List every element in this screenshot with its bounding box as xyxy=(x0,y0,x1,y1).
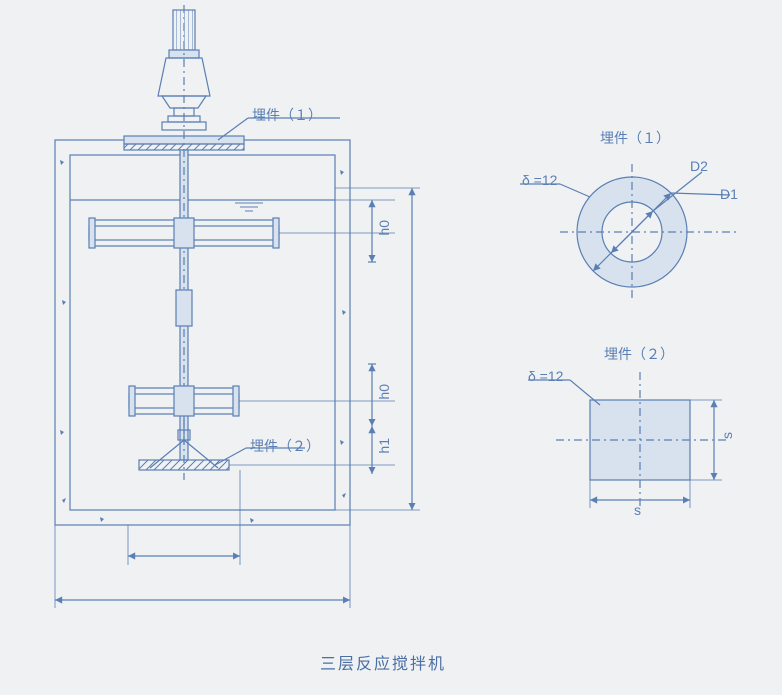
heading-embed2: 埋件（２） xyxy=(604,344,674,364)
label-delta1: δ =12 xyxy=(522,172,557,188)
dim-h1: h1 xyxy=(376,438,392,454)
label-embed2-callout: 埋件（２） xyxy=(250,436,320,456)
diagram-canvas: 埋件（１） 埋件（２） h0 h0 h1 埋件（１） δ =12 D2 D1 埋… xyxy=(0,0,782,695)
dim-s-bottom: s xyxy=(634,502,641,518)
label-d1: D1 xyxy=(720,186,738,202)
figure-title: 三层反应搅拌机 xyxy=(320,650,446,674)
dim-s-right: s xyxy=(719,432,735,439)
label-delta2: δ =12 xyxy=(528,368,563,384)
label-embed1-callout: 埋件（１） xyxy=(252,105,322,125)
dim-h0-lower: h0 xyxy=(376,384,392,400)
dim-h0-upper: h0 xyxy=(376,220,392,236)
label-d2: D2 xyxy=(690,158,708,174)
heading-embed1: 埋件（１） xyxy=(600,128,670,148)
